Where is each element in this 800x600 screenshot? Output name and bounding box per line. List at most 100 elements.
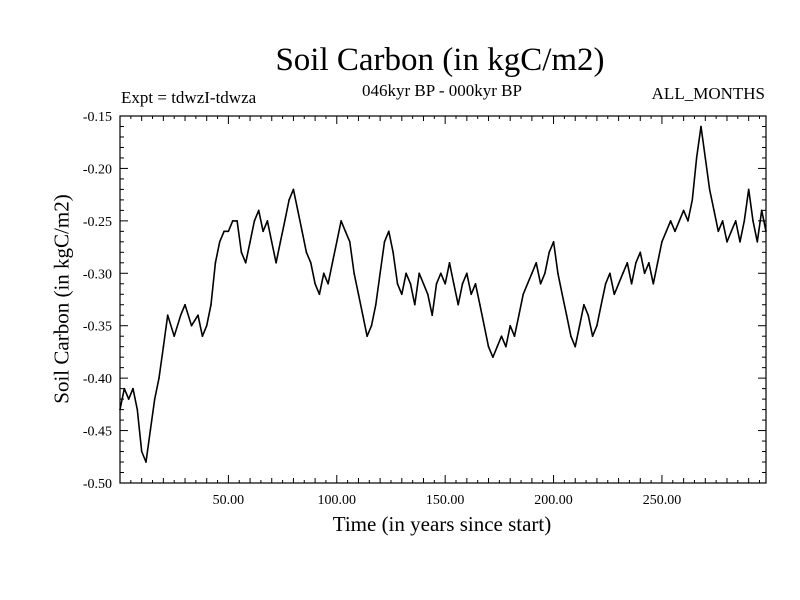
data-point — [457, 303, 459, 306]
data-point — [335, 241, 338, 243]
data-point — [309, 262, 312, 264]
data-point — [531, 272, 533, 275]
data-point — [227, 230, 230, 233]
data-point — [257, 209, 260, 212]
y-tick-label: -0.35 — [83, 320, 112, 335]
data-point — [388, 230, 390, 233]
time-period-label: 046kyr BP - 000kyr BP — [362, 81, 522, 100]
data-point — [127, 398, 130, 400]
data-point — [401, 293, 403, 296]
data-point — [760, 209, 763, 212]
data-point — [513, 335, 516, 338]
data-point — [583, 303, 585, 306]
data-point — [687, 220, 689, 222]
data-point — [496, 345, 498, 348]
data-point — [639, 251, 642, 254]
data-point — [283, 220, 286, 222]
data-point — [266, 220, 269, 222]
data-point — [201, 335, 204, 338]
data-point — [440, 272, 442, 275]
data-point — [340, 220, 342, 222]
data-point — [652, 282, 655, 285]
series-line — [119, 125, 767, 463]
data-point — [756, 241, 759, 243]
data-point — [218, 241, 221, 243]
data-point — [500, 335, 503, 338]
data-point — [674, 230, 676, 233]
data-point — [210, 303, 212, 306]
data-point — [162, 345, 165, 348]
data-point — [557, 272, 559, 275]
data-point — [587, 314, 590, 317]
y-tick-label: -0.50 — [83, 477, 112, 492]
data-point — [435, 282, 438, 285]
data-point — [578, 324, 581, 327]
data-point — [214, 262, 217, 264]
data-point — [249, 241, 251, 243]
data-point — [374, 303, 377, 306]
x-tick-label: 150.00 — [426, 493, 465, 508]
data-point — [648, 262, 650, 264]
data-point — [123, 387, 126, 390]
data-point — [236, 220, 238, 222]
data-point — [431, 314, 433, 317]
axis-ticks — [120, 115, 766, 484]
data-point — [700, 125, 702, 128]
data-point — [205, 324, 208, 327]
data-point — [344, 230, 347, 233]
data-point — [526, 282, 529, 285]
data-point — [466, 272, 468, 275]
data-point — [279, 241, 282, 243]
data-point — [678, 220, 681, 222]
data-point — [518, 314, 520, 317]
data-point — [630, 282, 633, 285]
data-point — [453, 282, 455, 285]
experiment-label: Expt = tdwzI-tdwza — [121, 88, 257, 107]
data-point — [422, 282, 425, 285]
x-tick-label: 200.00 — [534, 493, 573, 508]
y-tick-label: -0.45 — [83, 425, 112, 440]
data-point — [574, 345, 577, 348]
data-point — [322, 272, 325, 275]
data-point — [474, 282, 477, 285]
data-point — [448, 262, 451, 264]
data-point — [275, 262, 277, 264]
data-point — [604, 282, 607, 285]
data-point — [244, 262, 247, 264]
data-point — [461, 282, 464, 285]
x-tick-label: 100.00 — [318, 493, 357, 508]
data-point — [479, 303, 481, 306]
data-point — [296, 209, 299, 212]
data-point — [301, 230, 303, 233]
chart-title: Soil Carbon (in kgC/m2) — [275, 42, 605, 78]
data-point — [704, 157, 707, 159]
data-point — [713, 209, 715, 212]
data-point — [166, 314, 169, 317]
data-point — [396, 282, 399, 285]
data-point — [695, 157, 698, 159]
data-point — [544, 272, 546, 275]
data-point — [179, 314, 182, 317]
y-tick-label: -0.30 — [83, 267, 112, 282]
y-tick-label: -0.40 — [83, 372, 112, 387]
data-point — [190, 324, 193, 327]
data-point — [173, 335, 175, 338]
data-point — [361, 314, 364, 317]
data-point — [327, 282, 329, 285]
data-point — [539, 282, 542, 285]
data-point — [262, 230, 264, 233]
data-point — [548, 251, 551, 254]
data-point — [591, 335, 594, 338]
data-point — [270, 241, 273, 243]
data-point — [752, 220, 754, 222]
data-point — [487, 345, 490, 348]
data-point — [509, 324, 512, 327]
data-point — [379, 272, 381, 275]
data-point — [197, 314, 199, 317]
data-point — [717, 230, 720, 233]
y-tick-label: -0.15 — [83, 110, 112, 125]
data-point — [314, 282, 316, 285]
data-point — [561, 293, 564, 296]
y-tick-label: -0.20 — [83, 162, 112, 177]
